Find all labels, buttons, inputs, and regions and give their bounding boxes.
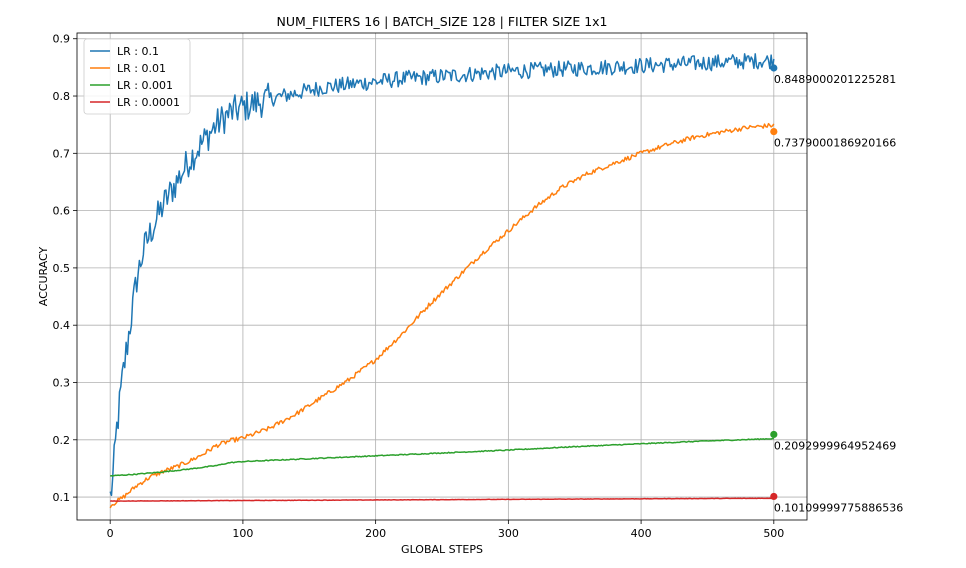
legend-entry-3: LR : 0.0001: [117, 96, 180, 109]
final-point-1: [770, 128, 778, 136]
x-tick-label: 300: [498, 527, 519, 540]
final-value-label-1: 0.7379000186920166: [774, 137, 896, 150]
y-tick-label: 0.1: [53, 491, 71, 504]
y-tick-label: 0.5: [53, 262, 71, 275]
legend-entry-1: LR : 0.01: [117, 62, 166, 75]
series-line-0: [109, 53, 775, 497]
y-tick-label: 0.2: [53, 434, 71, 447]
x-axis-title: GLOBAL STEPS: [401, 543, 483, 556]
final-value-label-2: 0.2092999964952469: [774, 439, 896, 452]
series-line-3: [110, 497, 774, 502]
series-lines: [109, 53, 775, 509]
legend-entry-2: LR : 0.001: [117, 79, 173, 92]
x-tick-label: 100: [232, 527, 253, 540]
final-point-2: [770, 430, 778, 439]
legend-entry-0: LR : 0.1: [117, 45, 159, 58]
x-tick-label: 400: [631, 527, 652, 540]
axis-ticks: 0 100 200 300 400 500 0.1 0.2 0.3 0.4 0.5 0.6 0.7 0.8…: [53, 33, 785, 540]
final-value-label-3: 0.10109999775886536: [774, 501, 903, 514]
x-tick-label: 0: [107, 527, 114, 540]
x-tick-label: 500: [763, 527, 784, 540]
legend: LR : 0.1 LR : 0.01 LR : 0.001 LR : 0.0001: [83, 38, 191, 115]
final-markers: 0.8489000201225281 0.7379000186920166 0.20…: [770, 64, 903, 514]
final-point-0: [770, 64, 778, 72]
plot-frame: [76, 32, 808, 521]
series-line-1: [109, 122, 775, 509]
legend-box: [83, 38, 191, 115]
y-tick-label: 0.4: [53, 319, 71, 332]
final-point-3: [770, 492, 778, 501]
y-tick-label: 0.7: [53, 147, 71, 160]
y-tick-label: 0.6: [53, 205, 71, 218]
y-axis-title: ACCURACY: [37, 246, 50, 306]
chart-title: NUM_FILTERS 16 | BATCH_SIZE 128 | FILTER…: [276, 14, 607, 29]
y-tick-label: 0.8: [53, 90, 71, 103]
y-tick-label: 0.9: [53, 33, 71, 46]
y-tick-label: 0.3: [53, 376, 71, 389]
final-value-label-0: 0.8489000201225281: [774, 73, 896, 86]
x-tick-label: 200: [365, 527, 386, 540]
series-line-2: [110, 437, 775, 477]
grid: [77, 33, 807, 520]
